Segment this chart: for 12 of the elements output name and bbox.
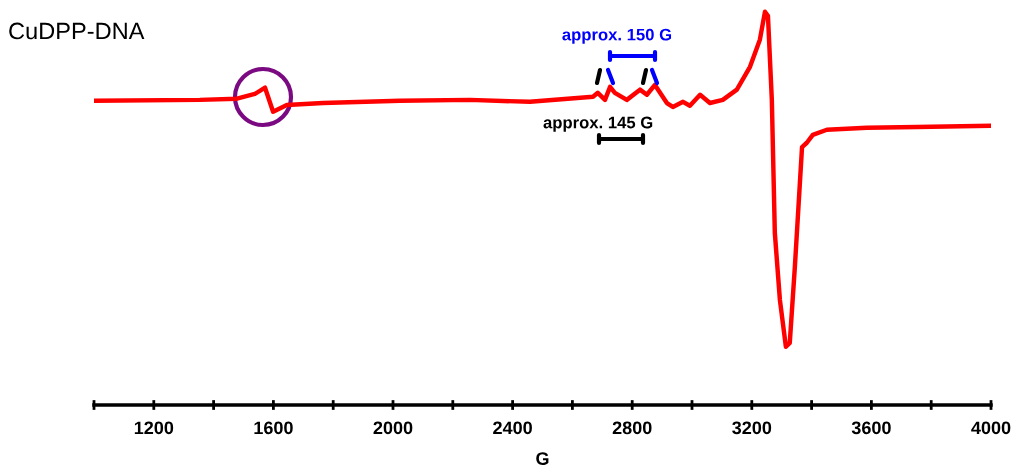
x-tick-label: 2800 (612, 421, 652, 435)
x-tick-label: 3200 (732, 421, 772, 435)
x-tick-label: 1200 (134, 421, 174, 435)
x-tick-label: 3600 (851, 421, 891, 435)
x-tick-label: 4000 (971, 421, 1011, 435)
annotation: approx. 150 G (562, 28, 672, 44)
x-tick-label: 1600 (254, 421, 293, 435)
x-tick-label: 2400 (493, 421, 532, 435)
chart-title: CuDPP-DNA (9, 22, 145, 40)
x-axis-title: G (536, 452, 549, 465)
annotation: approx. 145 G (543, 116, 653, 132)
x-tick-label: 2000 (373, 421, 413, 435)
